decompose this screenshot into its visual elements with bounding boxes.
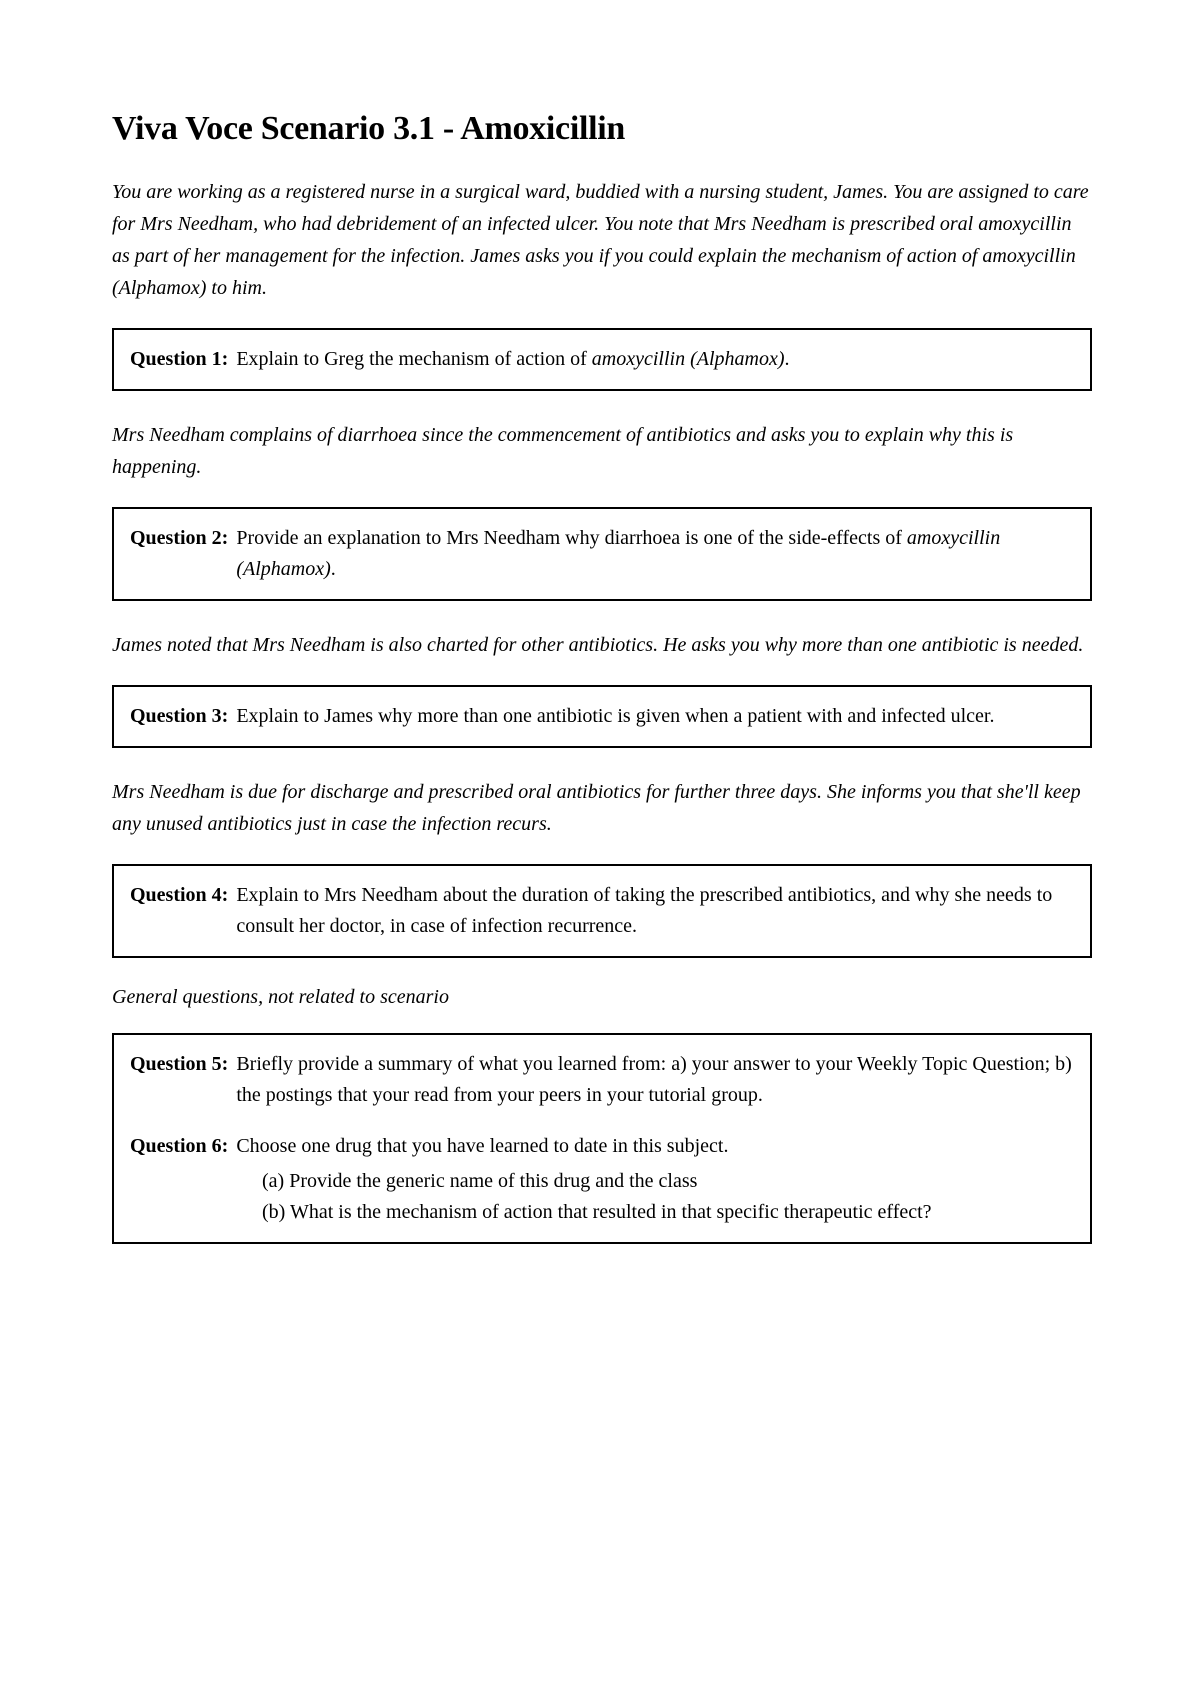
question-4-text: Explain to Mrs Needham about the duratio… <box>236 880 1074 942</box>
question-2-row: Question 2: Provide an explanation to Mr… <box>130 523 1074 585</box>
scenario-4: Mrs Needham is due for discharge and pre… <box>112 776 1092 840</box>
question-2-box: Question 2: Provide an explanation to Mr… <box>112 507 1092 601</box>
question-6-a: (a) Provide the generic name of this dru… <box>262 1166 1074 1197</box>
question-1-drug: amoxycillin (Alphamox) <box>592 348 785 370</box>
question-5-row: Question 5: Briefly provide a summary of… <box>130 1049 1074 1111</box>
question-4-label: Question 4: <box>130 880 236 911</box>
question-2-label: Question 2: <box>130 523 236 554</box>
question-5-text: Briefly provide a summary of what you le… <box>236 1049 1074 1111</box>
question-6-row: Question 6: Choose one drug that you hav… <box>130 1131 1074 1162</box>
scenario-intro: You are working as a registered nurse in… <box>112 176 1092 304</box>
question-6-intro-text: Choose one drug that you have learned to… <box>236 1131 1074 1162</box>
question-3-box: Question 3: Explain to James why more th… <box>112 685 1092 748</box>
question-6-label: Question 6: <box>130 1131 236 1162</box>
question-1-pre: Explain to Greg the mechanism of action … <box>236 348 591 370</box>
question-3-label: Question 3: <box>130 701 236 732</box>
question-2-pre: Provide an explanation to Mrs Needham wh… <box>236 527 907 549</box>
question-4-row: Question 4: Explain to Mrs Needham about… <box>130 880 1074 942</box>
question-6-b: (b) What is the mechanism of action that… <box>262 1197 1074 1228</box>
question-1-row: Question 1: Explain to Greg the mechanis… <box>130 344 1074 375</box>
question-1-text: Explain to Greg the mechanism of action … <box>236 344 1074 375</box>
question-1-label: Question 1: <box>130 344 236 375</box>
question-2-text: Provide an explanation to Mrs Needham wh… <box>236 523 1074 585</box>
question-5-label: Question 5: <box>130 1049 236 1080</box>
question-3-text: Explain to James why more than one antib… <box>236 701 1074 732</box>
question-6-sublist: (a) Provide the generic name of this dru… <box>130 1166 1074 1228</box>
scenario-2: Mrs Needham complains of diarrhoea since… <box>112 419 1092 483</box>
general-questions-heading: General questions, not related to scenar… <box>112 986 1092 1009</box>
question-2-post: . <box>331 558 336 580</box>
question-6-wrapper: Question 6: Choose one drug that you hav… <box>130 1131 1074 1228</box>
question-4-box: Question 4: Explain to Mrs Needham about… <box>112 864 1092 958</box>
questions-5-6-box: Question 5: Briefly provide a summary of… <box>112 1033 1092 1244</box>
question-1-box: Question 1: Explain to Greg the mechanis… <box>112 328 1092 391</box>
question-1-post: . <box>785 348 790 370</box>
page-title: Viva Voce Scenario 3.1 - Amoxicillin <box>112 110 1092 148</box>
scenario-3: James noted that Mrs Needham is also cha… <box>112 629 1092 661</box>
question-3-row: Question 3: Explain to James why more th… <box>130 701 1074 732</box>
